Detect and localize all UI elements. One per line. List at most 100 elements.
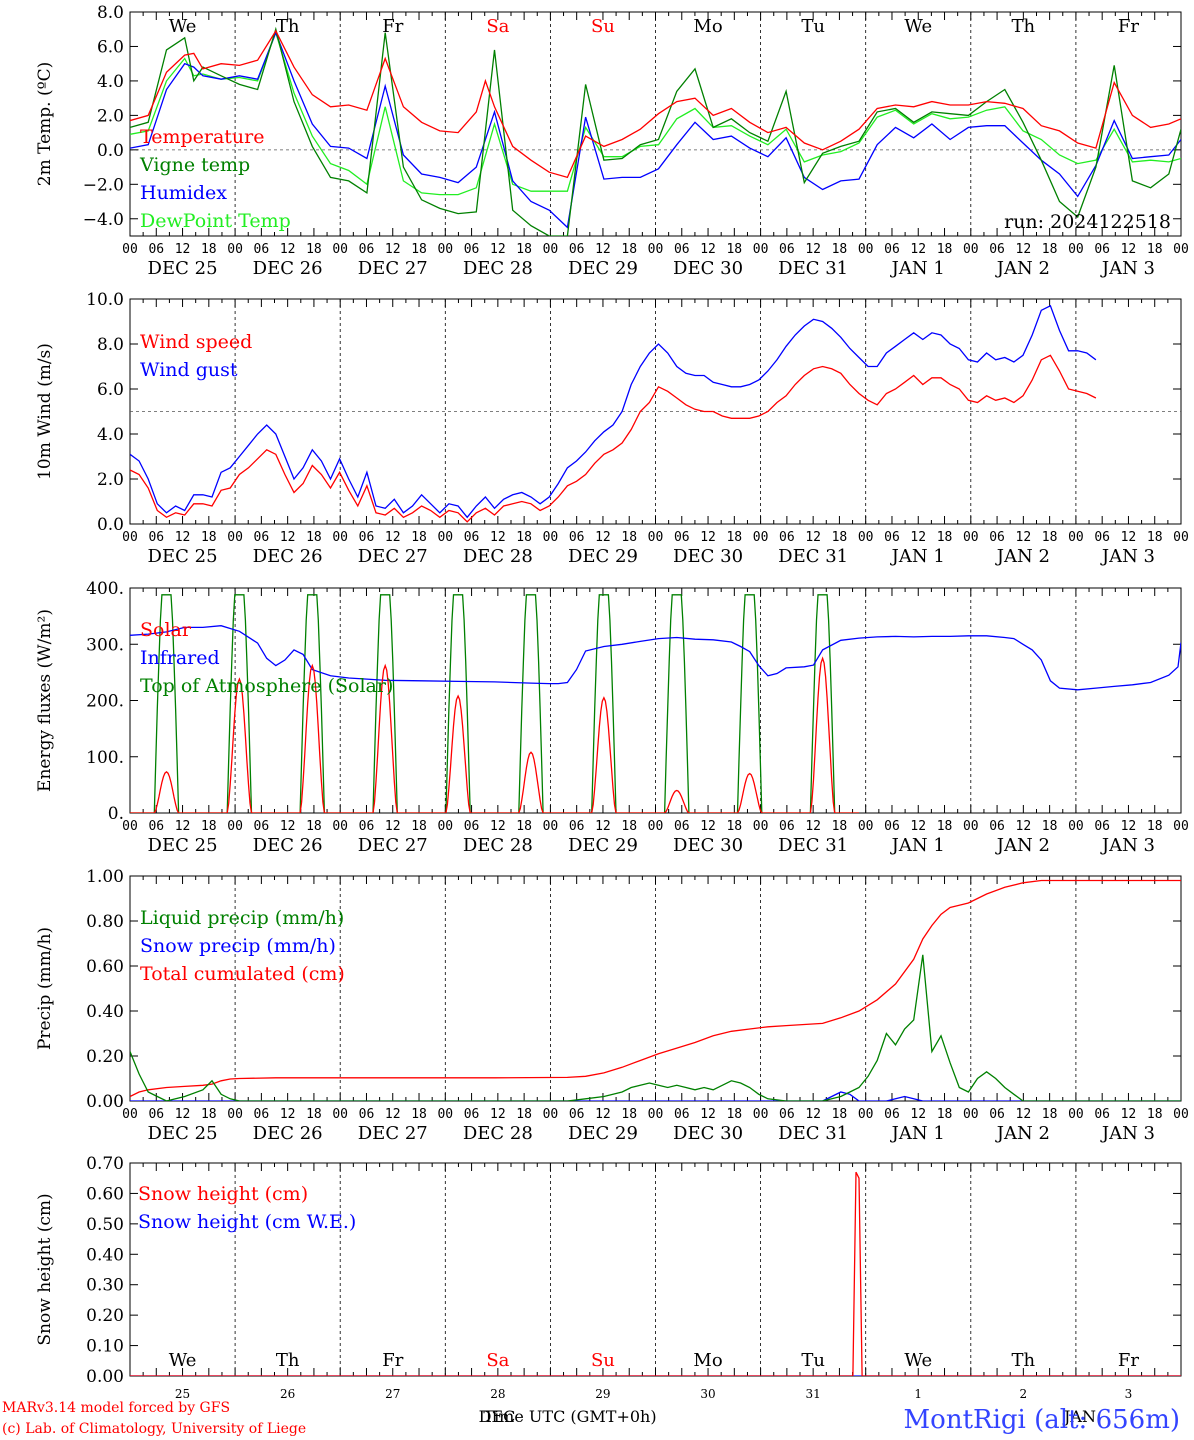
legend-entry: Temperature [140,126,264,148]
x-hour-label: 12 [175,819,191,834]
x-hour-label: 00 [858,1107,874,1122]
x-hour-label: 12 [280,1107,296,1122]
x-hour-label: 12 [490,1107,506,1122]
x-hour-label: 18 [306,1107,322,1122]
x-hour-label: 18 [306,242,322,257]
x-date-label: JAN 3 [1100,258,1155,279]
series-line-0 [130,954,1181,1101]
x-hour-label: 00 [437,530,453,545]
x-date-label: DEC 30 [673,258,743,279]
x-date-label: DEC 28 [463,835,533,856]
y-tick-label: 1.00 [86,867,124,887]
x-hour-label: 00 [1173,819,1189,834]
y-axis-label: 10m Wind (m/s) [35,343,55,480]
day-name-label: Fr [382,1350,403,1371]
legend-entry: Snow precip (mm/h) [140,935,336,957]
x-date-label: DEC 28 [463,546,533,567]
x-hour-label: 12 [1016,530,1032,545]
x-hour-label: 00 [963,242,979,257]
x-date-label: DEC 31 [778,835,848,856]
x-date-label: DEC 25 [148,258,218,279]
x-hour-label: 06 [359,530,375,545]
x-hour-label: 00 [227,242,243,257]
x-hour-label: 12 [1016,1107,1032,1122]
day-name-label: Su [591,16,615,37]
legend-entry: Snow height (cm W.E.) [138,1211,356,1233]
y-tick-label: 200. [86,692,124,712]
x-hour-label: 06 [674,530,690,545]
x-hour-label: 12 [1121,530,1137,545]
x-hour-label: 18 [832,819,848,834]
x-hour-label: 18 [201,242,217,257]
series-line-0 [130,29,1181,179]
x-hour-label: 06 [464,530,480,545]
y-tick-label: 0.20 [86,1047,124,1067]
x-hour-label: 12 [700,1107,716,1122]
day-name-label: Fr [1118,1350,1139,1371]
x-hour-label: 06 [1094,1107,1110,1122]
y-tick-label: 0. [108,804,124,824]
y-tick-label: 8.0 [97,335,124,355]
legend-entry: Snow height (cm) [138,1183,308,1205]
day-number-label: 28 [490,1387,505,1401]
y-axis-label: Energy fluxes (W/m²) [35,609,55,792]
x-date-label: DEC 29 [568,258,638,279]
x-hour-label: 06 [148,530,164,545]
day-name-label: Th [276,1350,300,1371]
x-hour-label: 12 [910,819,926,834]
day-number-label: 1 [914,1387,922,1401]
series-line-2 [130,879,1181,1098]
day-name-label: Tu [801,16,825,37]
y-tick-label: 6.0 [97,380,124,400]
day-name-label: Fr [382,16,403,37]
x-hour-label: 00 [543,819,559,834]
x-hour-label: 06 [254,530,270,545]
day-name-label: Mo [693,1350,722,1371]
x-hour-label: 00 [1173,530,1189,545]
legend-entry: Wind speed [140,331,252,353]
day-name-label: Sa [486,1350,509,1371]
x-hour-label: 06 [884,819,900,834]
x-date-label: DEC 26 [253,258,323,279]
x-hour-label: 00 [227,819,243,834]
x-hour-label: 18 [516,819,532,834]
x-hour-label: 18 [832,242,848,257]
x-date-label: JAN 2 [995,546,1050,567]
x-hour-label: 12 [595,1107,611,1122]
x-date-label: DEC 28 [463,1123,533,1144]
day-name-label: We [169,1350,197,1371]
x-hour-label: 18 [1042,1107,1058,1122]
x-hour-label: 06 [884,242,900,257]
x-hour-label: 00 [648,819,664,834]
x-hour-label: 18 [201,819,217,834]
x-hour-label: 12 [1016,242,1032,257]
x-hour-label: 00 [122,1107,138,1122]
x-hour-label: 18 [726,530,742,545]
x-hour-label: 12 [280,819,296,834]
x-hour-label: 00 [227,1107,243,1122]
x-hour-label: 12 [595,819,611,834]
x-hour-label: 00 [1068,819,1084,834]
legend-entry: Total cumulated (cm) [140,963,345,985]
month-overlay-dec: DEC [479,1407,516,1426]
series-line-2 [130,30,1181,229]
x-hour-label: 12 [1121,242,1137,257]
x-hour-label: 06 [359,1107,375,1122]
x-date-label: DEC 30 [673,835,743,856]
x-hour-label: 12 [595,530,611,545]
x-hour-label: 06 [674,242,690,257]
x-date-label: DEC 29 [568,835,638,856]
x-hour-label: 18 [516,242,532,257]
legend-entry: Infrared [140,647,220,669]
x-hour-label: 12 [700,819,716,834]
x-hour-label: 00 [122,242,138,257]
x-hour-label: 12 [385,1107,401,1122]
y-tick-label: 300. [86,635,124,655]
x-hour-label: 12 [280,530,296,545]
series-line-2 [130,594,859,813]
x-hour-label: 18 [411,530,427,545]
x-hour-label: 06 [674,819,690,834]
y-tick-label: 0.60 [86,957,124,977]
x-hour-label: 00 [963,1107,979,1122]
day-number-label: 26 [280,1387,295,1401]
